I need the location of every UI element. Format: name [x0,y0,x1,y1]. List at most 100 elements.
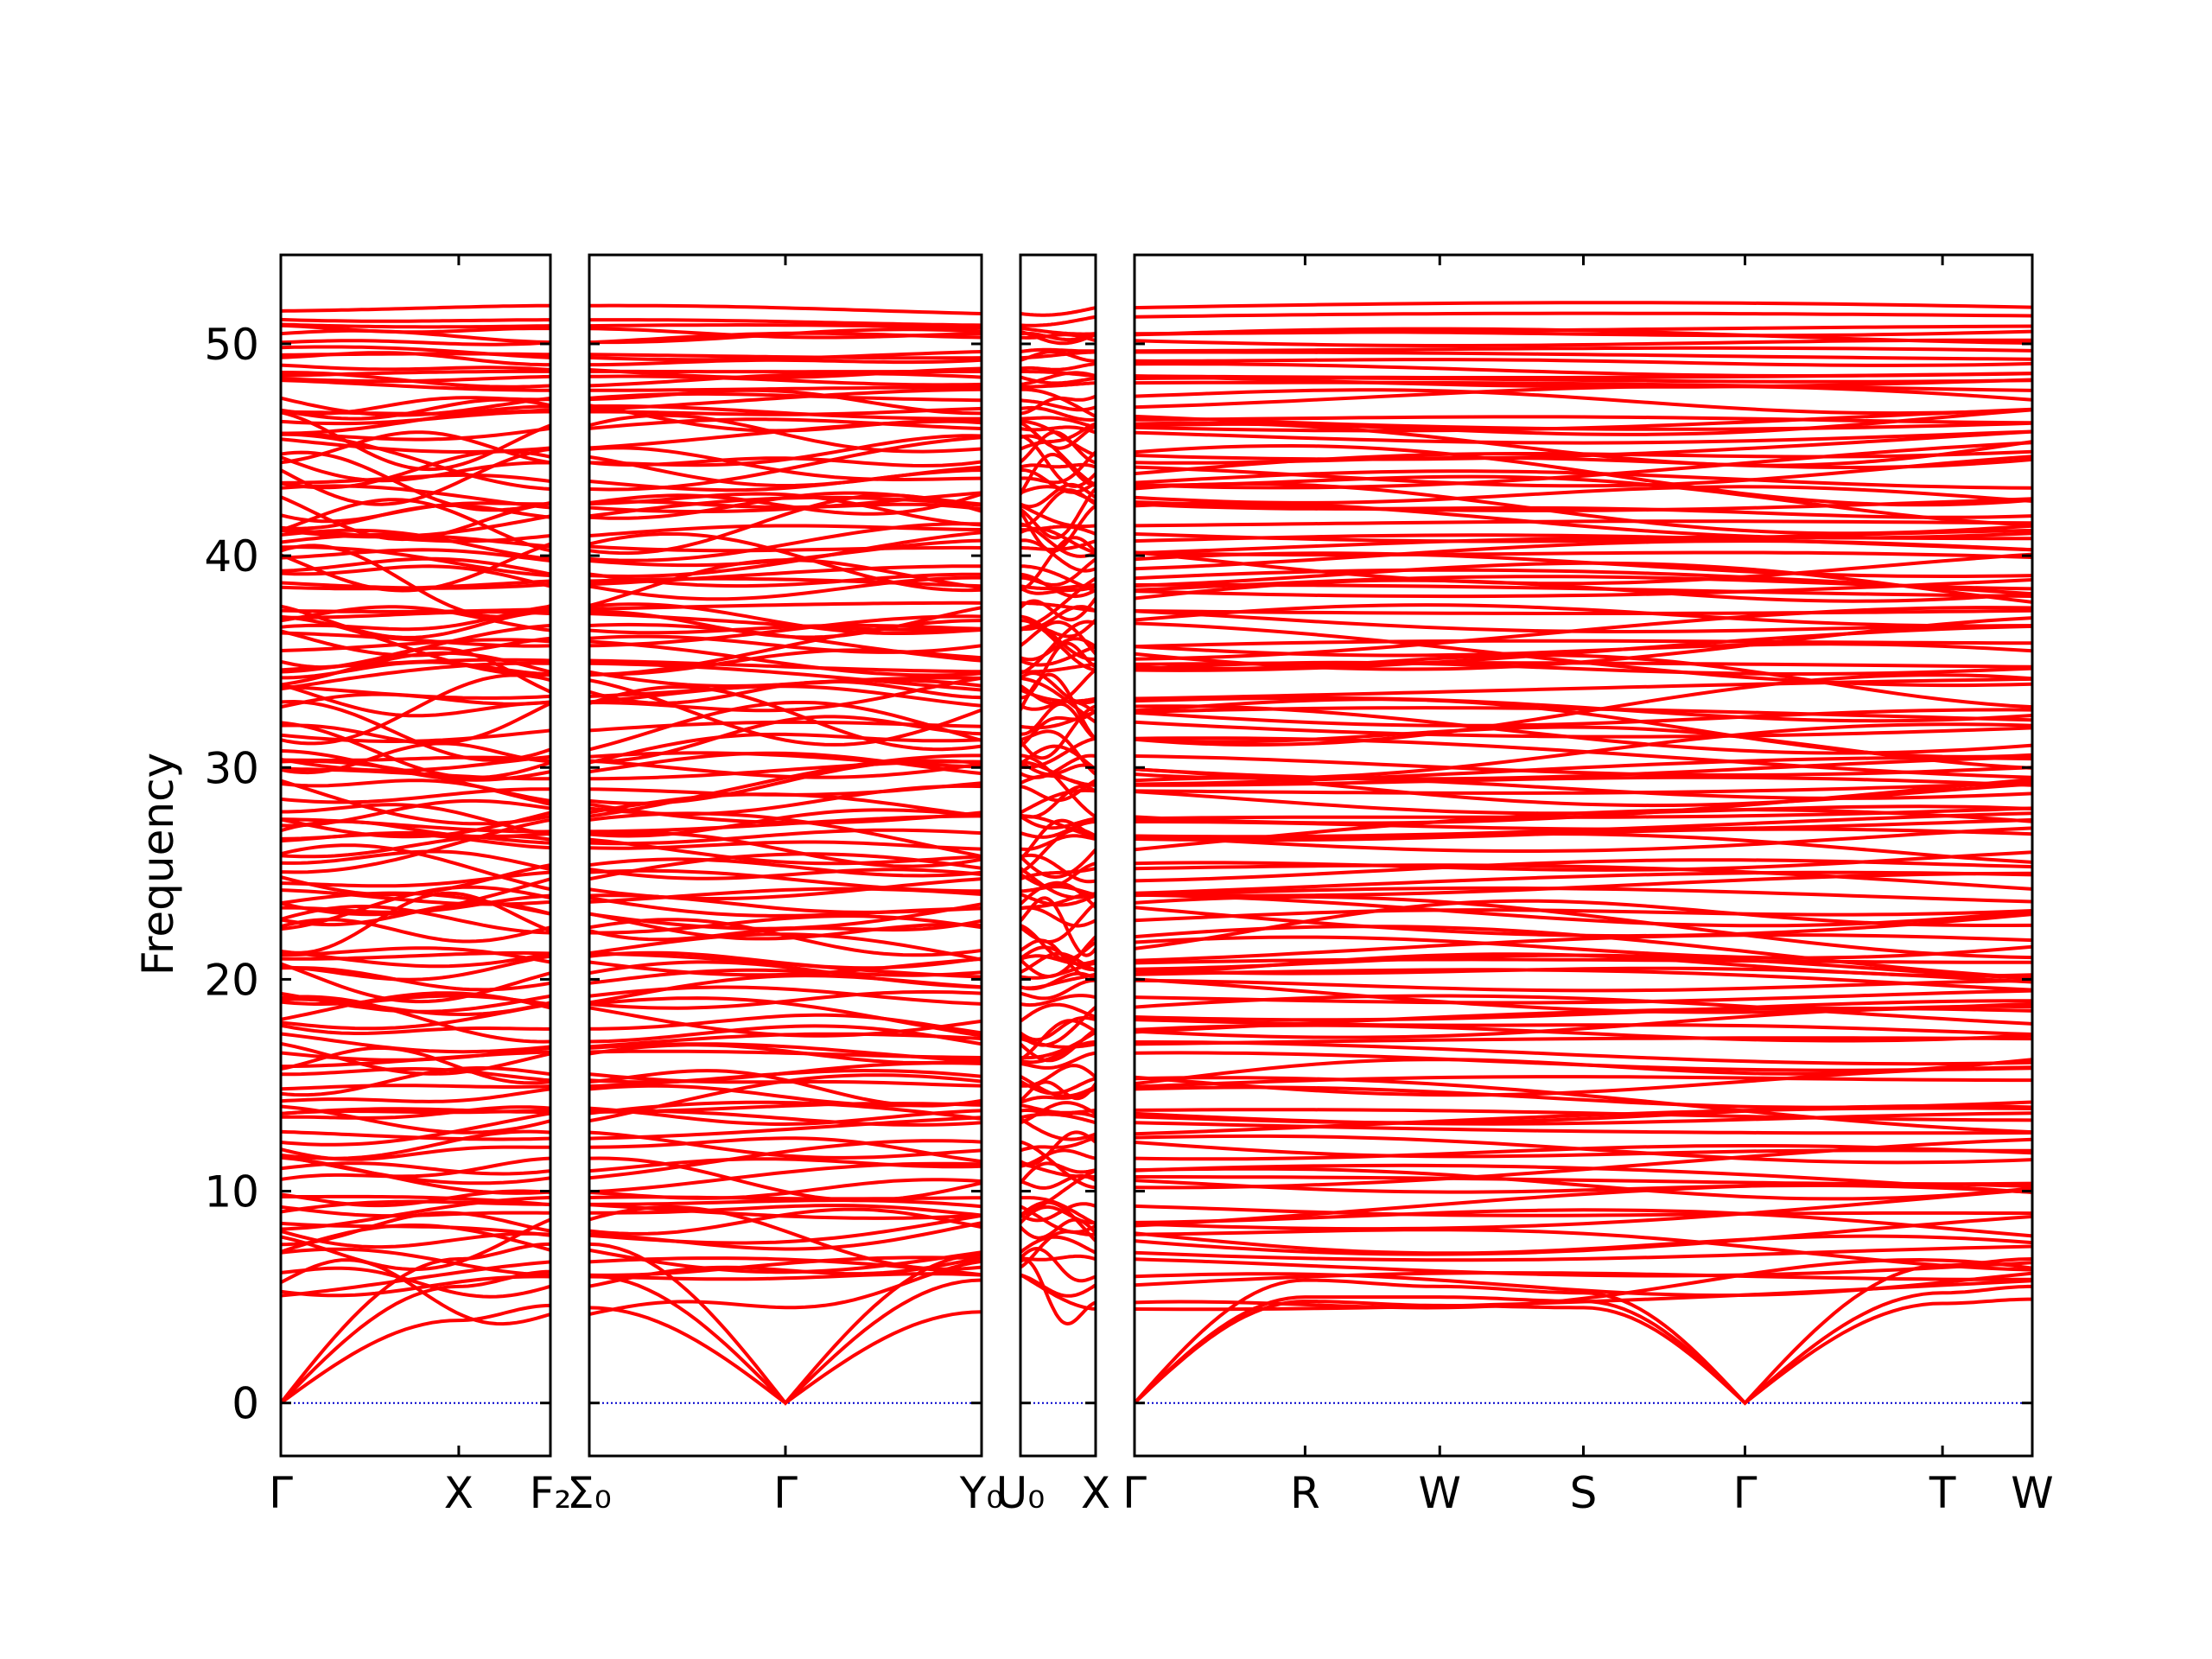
panel-frame [1019,253,1097,1458]
optical-band [589,417,982,430]
optical-band [1135,988,2032,1005]
optical-band [1020,1103,1096,1115]
optical-band [281,997,550,1017]
optical-band [589,614,982,648]
optical-band [589,989,982,1010]
optical-band [281,1247,550,1277]
x-tick-label: W [1419,1468,1461,1518]
optical-band [1135,346,2032,353]
optical-band [589,996,982,1038]
optical-band [589,538,982,568]
panel-1 [281,303,550,1405]
optical-band [1020,1162,1096,1179]
optical-band [281,798,550,828]
optical-band [1020,938,1096,978]
optical-band [281,779,550,826]
optical-band [589,572,982,588]
optical-band [589,531,982,593]
optical-band [589,327,982,340]
optical-band [1020,597,1096,622]
optical-band [1020,818,1096,861]
x-tick-label: W [2011,1468,2053,1518]
optical-band [1135,350,2032,361]
optical-band [281,426,550,442]
optical-band [1135,388,2032,416]
optical-band [1135,338,2032,347]
optical-band [1020,788,1096,815]
optical-band [1020,331,1096,342]
optical-band [281,363,550,372]
optical-band [1020,620,1096,656]
optical-band [281,1066,550,1097]
optical-band [1135,696,2032,723]
optical-band [1020,1080,1096,1103]
optical-band [281,369,550,378]
optical-band [1135,858,2032,883]
optical-band [1135,1187,2032,1231]
optical-band [1020,1130,1096,1166]
optical-band [281,946,550,964]
optical-band [281,1229,550,1249]
optical-band [281,556,550,576]
optical-band [589,323,982,330]
optical-band [589,602,982,635]
optical-band [1020,1246,1096,1283]
optical-band [281,495,550,542]
optical-band [1135,1257,2032,1278]
optical-band [1135,301,2032,310]
optical-band [589,372,982,388]
optical-band [589,303,982,315]
optical-band [1020,381,1096,389]
optical-band [281,548,550,563]
optical-band [1020,753,1096,779]
optical-band [281,1041,550,1076]
optical-band [1135,908,2032,923]
panel-4 [1135,301,2032,1406]
optical-band [1135,1271,2032,1298]
optical-band [1135,697,2032,759]
optical-band [1020,1040,1096,1065]
optical-band [281,322,550,329]
optical-band [589,492,982,516]
optical-band [589,661,982,692]
optical-band [281,721,550,779]
optical-band [1135,1111,2032,1126]
optical-band [281,962,550,1004]
optical-band [1020,419,1096,457]
optical-band [1020,614,1096,661]
optical-band [589,1116,982,1141]
optical-band [1135,550,2032,559]
optical-band [589,350,982,362]
optical-band [589,491,982,514]
optical-band [589,658,982,674]
optical-band [589,918,982,957]
optical-band [281,849,550,871]
optical-band [1020,504,1096,553]
optical-band [1020,901,1096,944]
x-tick-label: Γ [1733,1468,1758,1518]
optical-band [589,1198,982,1209]
optical-band [1020,306,1096,317]
optical-band [589,960,982,989]
optical-band [1135,324,2032,336]
optical-band [1135,603,2032,628]
optical-band [281,1266,550,1299]
optical-band [281,631,550,648]
optical-band [281,303,550,313]
optical-band [589,446,982,481]
optical-band [589,623,982,635]
optical-band [1020,538,1096,573]
optical-band [281,950,550,969]
optical-band [1020,315,1096,327]
optical-band [1020,861,1096,889]
optical-band [1135,1204,2032,1217]
optical-band [589,1255,982,1277]
optical-band [1135,1036,2032,1046]
optical-band [281,754,550,772]
optical-band [589,701,982,752]
optical-band [1135,608,2032,615]
optical-band [1135,754,2032,777]
optical-band [281,1067,550,1083]
optical-band [589,1049,982,1059]
optical-band [1020,978,1096,1001]
